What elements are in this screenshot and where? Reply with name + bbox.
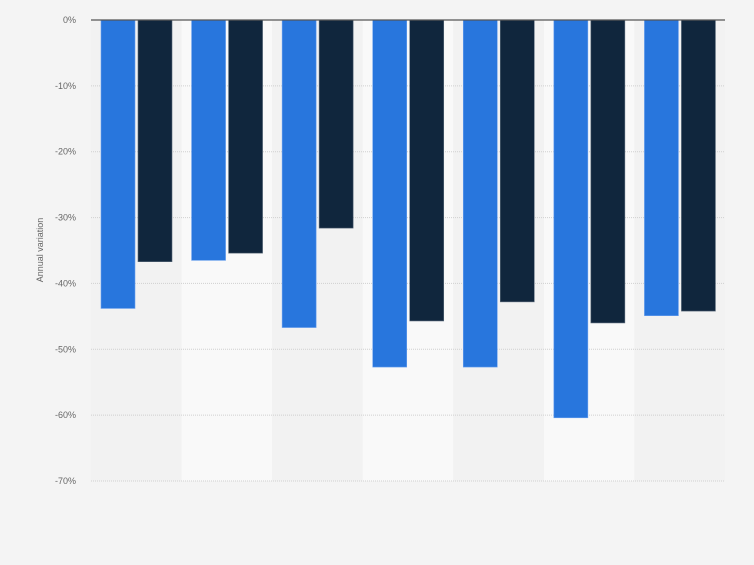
bars: [100, 19, 716, 419]
bar-series-1[interactable]: [191, 19, 226, 261]
bar-series-1[interactable]: [100, 19, 136, 309]
y-tick-label: -60%: [55, 410, 76, 420]
bar-series-1[interactable]: [462, 19, 498, 368]
bar-series-1[interactable]: [372, 19, 408, 368]
y-tick-label: -10%: [55, 81, 76, 91]
bar-series-1[interactable]: [553, 19, 589, 419]
bar-series-2[interactable]: [590, 19, 626, 324]
y-tick-label: -30%: [55, 213, 76, 223]
y-axis-label: Annual variation: [35, 218, 45, 283]
y-axis-ticks: 0% -10% -20% -30% -40% -50% -60% -70%: [55, 15, 76, 486]
y-tick-label: 0%: [63, 15, 76, 25]
y-tick-label: -70%: [55, 476, 76, 486]
bar-series-1[interactable]: [644, 19, 679, 316]
bar-series-1[interactable]: [281, 19, 317, 328]
bar-series-2[interactable]: [409, 19, 445, 322]
y-tick-label: -20%: [55, 147, 76, 157]
bar-series-2[interactable]: [137, 19, 173, 262]
bar-series-2[interactable]: [228, 19, 263, 254]
bar-series-2[interactable]: [318, 19, 354, 229]
bar-series-2[interactable]: [499, 19, 535, 303]
bar-series-2[interactable]: [681, 19, 716, 312]
column-bands: [91, 20, 725, 481]
y-tick-label: -50%: [55, 344, 76, 354]
y-tick-label: -40%: [55, 278, 76, 288]
